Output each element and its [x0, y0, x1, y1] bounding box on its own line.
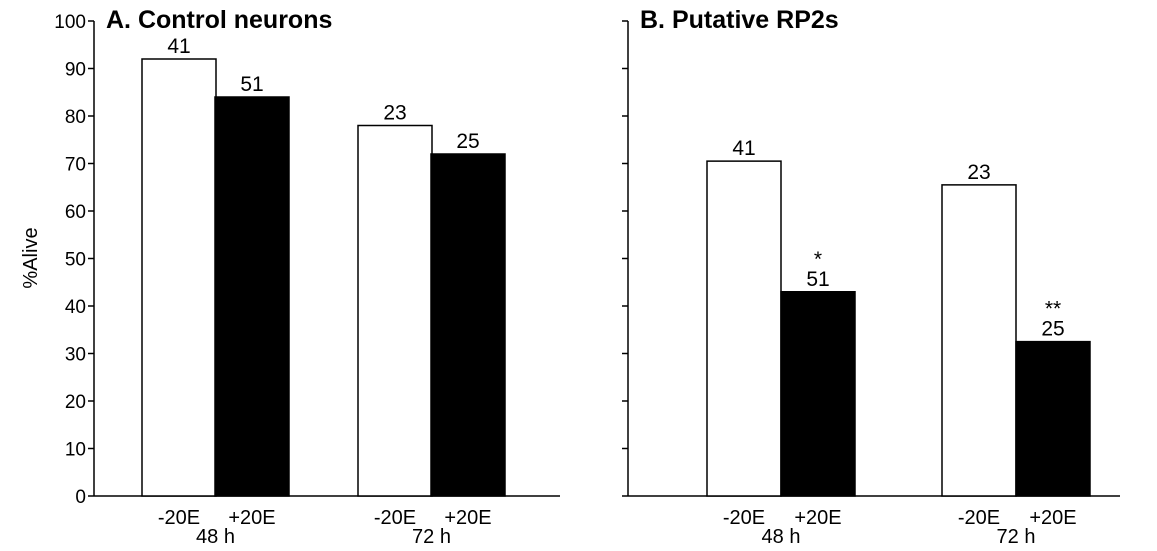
panel-a-y-tick-label: 10	[65, 440, 86, 461]
panel-a-y-tick-label: 70	[65, 155, 86, 176]
panel-b-group-label: 72 h	[997, 526, 1036, 548]
y-axis-label: %Alive	[20, 227, 42, 288]
panel-b-significance-marker: *	[814, 248, 822, 271]
panel-a-y-tick-label: 50	[65, 250, 86, 271]
panel-b-bar	[1015, 340, 1091, 497]
panel-a-y-tick-label: 90	[65, 60, 86, 81]
panel-b-title: B. Putative RP2s	[640, 6, 839, 34]
panel-b-bar-count-label: 41	[732, 137, 755, 160]
panel-a-bar	[357, 124, 433, 497]
panel-a-bar-count-label: 51	[240, 73, 263, 96]
panel-a-bar-count-label: 23	[383, 102, 406, 125]
panel-b-group-label: 48 h	[762, 526, 801, 548]
panel-a-category-label: +20E	[444, 507, 491, 529]
panel-b-bar-count-label: 23	[967, 161, 990, 184]
panel-a-category-label: -20E	[158, 507, 200, 529]
panel-a-y-tick-label: 20	[65, 392, 86, 413]
panel-a-y-tick-label: 0	[75, 487, 86, 508]
panel-a-bar	[141, 58, 217, 497]
panel-b-bar	[941, 184, 1017, 497]
panel-b-category-label: -20E	[723, 507, 765, 529]
panel-a-group-label: 48 h	[196, 526, 235, 548]
panel-b-category-label: +20E	[794, 507, 841, 529]
panel-b-significance-marker: **	[1045, 298, 1061, 321]
panel-a-title: A. Control neurons	[106, 6, 332, 34]
panel-a-y-tick-label: 100	[54, 12, 86, 33]
panel-a-y-tick-label: 60	[65, 202, 86, 223]
panel-b-category-label: +20E	[1029, 507, 1076, 529]
panel-a-category-label: +20E	[228, 507, 275, 529]
panel-a-bar	[430, 153, 506, 497]
panel-a-y-tick-label: 40	[65, 297, 86, 318]
panel-b-bar	[780, 291, 856, 497]
panel-a-control-neurons: A. Control neurons %Alive 0 10 20 30 40 50 60 7…	[20, 6, 560, 548]
panel-a-bar	[214, 96, 290, 497]
panel-a-group-label: 72 h	[412, 526, 451, 548]
panel-a-category-label: -20E	[374, 507, 416, 529]
panel-b-category-label: -20E	[958, 507, 1000, 529]
panel-a-bar-count-label: 25	[456, 130, 479, 153]
panel-a-y-tick-label: 30	[65, 345, 86, 366]
panel-b-bar-count-label: 25	[1041, 318, 1064, 341]
panel-b-bar-count-label: 51	[806, 268, 829, 291]
panel-a-bar-count-label: 41	[167, 35, 190, 58]
panel-a-y-tick-label: 80	[65, 107, 86, 128]
panel-b-bar	[706, 160, 782, 497]
